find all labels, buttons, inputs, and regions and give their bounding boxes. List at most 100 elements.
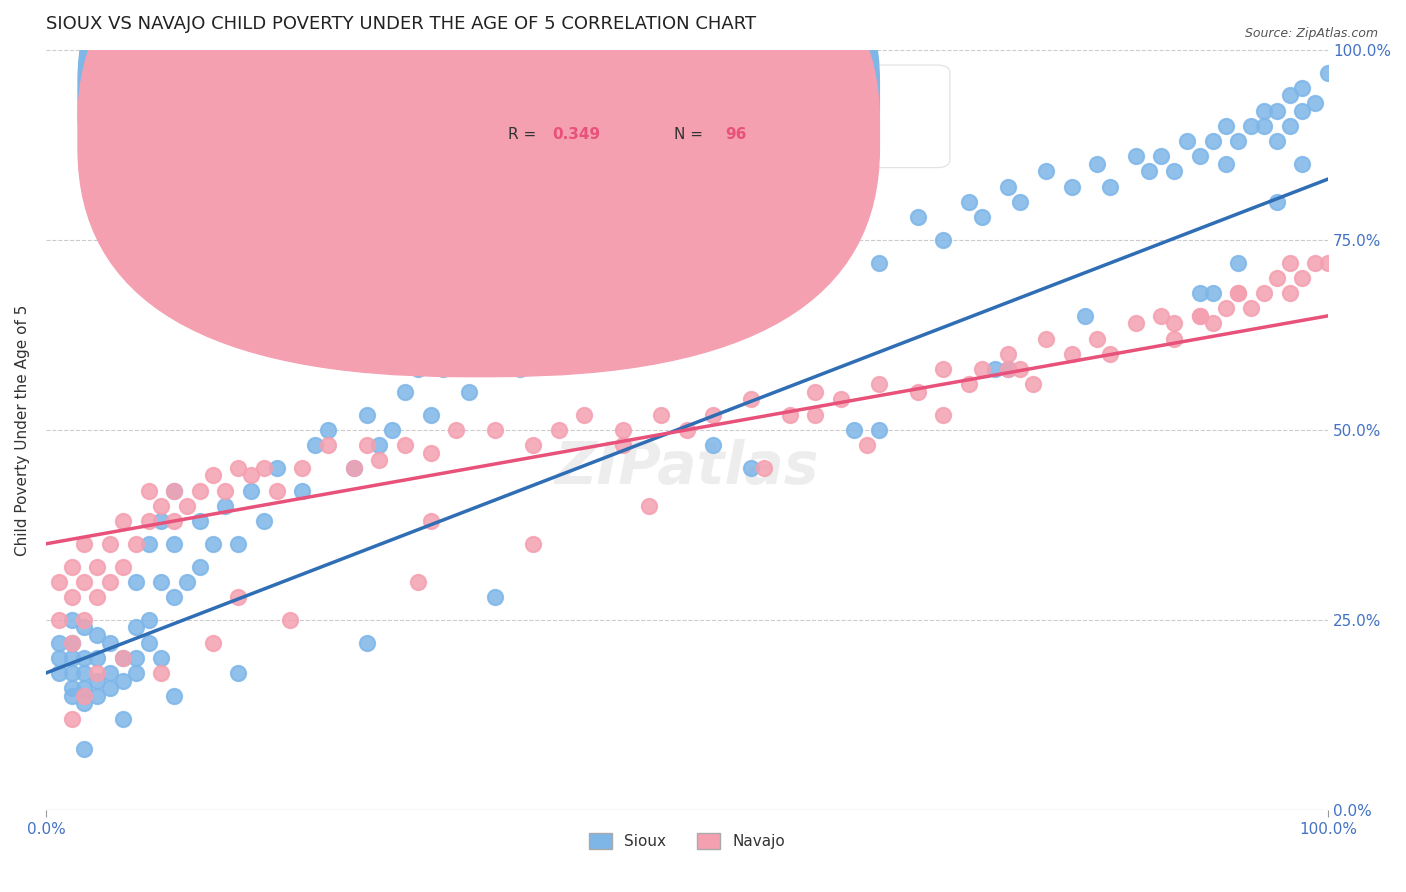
Point — [740, 255, 762, 269]
Point — [1125, 317, 1147, 331]
Point — [138, 537, 160, 551]
Point — [73, 574, 96, 589]
Point — [73, 742, 96, 756]
FancyBboxPatch shape — [437, 65, 950, 168]
Point — [997, 179, 1019, 194]
Point — [574, 347, 596, 361]
Point — [60, 635, 83, 649]
Point — [163, 514, 186, 528]
Point — [1060, 179, 1083, 194]
Point — [676, 270, 699, 285]
Point — [125, 574, 148, 589]
Point — [86, 559, 108, 574]
Point — [226, 590, 249, 604]
Point — [1163, 332, 1185, 346]
Point — [1202, 134, 1225, 148]
Point — [522, 537, 544, 551]
FancyBboxPatch shape — [77, 0, 879, 339]
Point — [1265, 103, 1288, 118]
Point — [1085, 332, 1108, 346]
Point — [676, 423, 699, 437]
Point — [266, 483, 288, 498]
Point — [1163, 164, 1185, 178]
Point — [612, 438, 634, 452]
Point — [1202, 286, 1225, 301]
Point — [907, 210, 929, 224]
Point — [1317, 65, 1340, 79]
Text: ZIPatlas: ZIPatlas — [555, 440, 820, 496]
Point — [1278, 255, 1301, 269]
Point — [201, 468, 224, 483]
Point — [226, 537, 249, 551]
Point — [86, 590, 108, 604]
Text: 96: 96 — [725, 127, 747, 142]
Point — [419, 514, 441, 528]
Point — [740, 392, 762, 407]
Point — [138, 514, 160, 528]
Point — [73, 620, 96, 634]
Point — [970, 362, 993, 376]
Point — [1253, 103, 1275, 118]
Point — [98, 537, 121, 551]
Point — [1215, 119, 1237, 133]
Point — [125, 620, 148, 634]
Point — [1099, 347, 1122, 361]
Point — [48, 665, 70, 680]
Point — [1188, 309, 1211, 323]
Point — [1215, 301, 1237, 316]
Point — [48, 635, 70, 649]
Point — [60, 590, 83, 604]
Point — [73, 697, 96, 711]
Point — [214, 499, 236, 513]
Point — [368, 438, 391, 452]
Point — [86, 689, 108, 703]
Point — [547, 423, 569, 437]
Point — [1073, 309, 1095, 323]
Point — [599, 332, 621, 346]
Point — [125, 650, 148, 665]
Point — [1035, 164, 1057, 178]
Point — [125, 665, 148, 680]
Point — [291, 483, 314, 498]
Point — [150, 650, 173, 665]
Point — [73, 537, 96, 551]
Point — [534, 332, 557, 346]
Point — [547, 309, 569, 323]
Text: N =: N = — [675, 88, 709, 103]
Point — [356, 408, 378, 422]
Point — [176, 499, 198, 513]
Y-axis label: Child Poverty Under the Age of 5: Child Poverty Under the Age of 5 — [15, 304, 30, 556]
Point — [868, 423, 890, 437]
Point — [1227, 134, 1250, 148]
Point — [804, 408, 827, 422]
Text: Source: ZipAtlas.com: Source: ZipAtlas.com — [1244, 27, 1378, 40]
Point — [1175, 134, 1198, 148]
Point — [1060, 347, 1083, 361]
Text: R =: R = — [508, 127, 541, 142]
Point — [1188, 309, 1211, 323]
Point — [138, 613, 160, 627]
Point — [163, 483, 186, 498]
Text: 0.349: 0.349 — [553, 127, 600, 142]
Point — [957, 377, 980, 392]
Point — [188, 514, 211, 528]
Point — [804, 255, 827, 269]
Point — [752, 460, 775, 475]
Point — [240, 483, 263, 498]
Point — [240, 468, 263, 483]
Point — [266, 460, 288, 475]
Point — [1265, 270, 1288, 285]
Point — [226, 665, 249, 680]
Point — [522, 438, 544, 452]
Point — [111, 514, 134, 528]
Point — [740, 460, 762, 475]
Point — [574, 408, 596, 422]
Point — [1278, 119, 1301, 133]
Point — [458, 384, 481, 399]
Point — [586, 286, 609, 301]
Point — [48, 574, 70, 589]
Point — [316, 438, 339, 452]
Point — [73, 665, 96, 680]
Point — [1253, 119, 1275, 133]
Point — [163, 483, 186, 498]
